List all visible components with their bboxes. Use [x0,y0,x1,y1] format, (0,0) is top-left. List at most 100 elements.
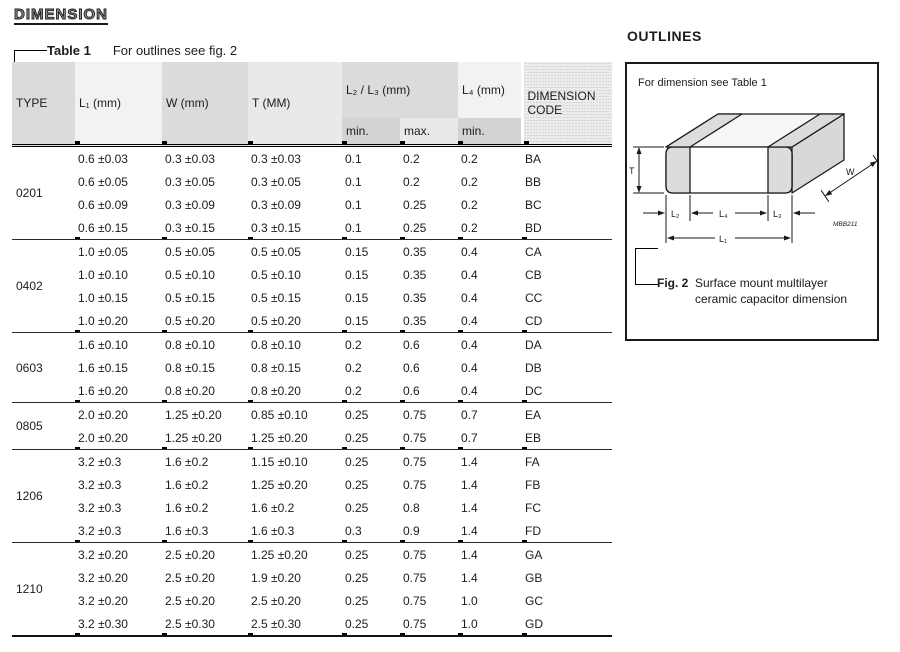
header-l4: L₄ (mm) [458,62,522,118]
cell-code: DC [522,379,612,403]
figure-caption-bracket [635,248,658,285]
cell-l1: 0.6 ±0.05 [75,170,162,193]
cell-w: 0.5 ±0.10 [162,263,248,286]
table-row: 1.0 ±0.10 0.5 ±0.10 0.5 ±0.10 0.15 0.35 0.4 CB [12,263,612,286]
cell-min1: 0.25 [342,589,400,612]
cell-code: FA [522,449,612,473]
cell-t: 1.15 ±0.10 [248,449,342,473]
table-row: 2.0 ±0.20 1.25 ±0.20 1.25 ±0.20 0.25 0.75 0.7… [12,426,612,450]
cell-t: 0.5 ±0.10 [248,263,342,286]
table-row: 1.0 ±0.20 0.5 ±0.20 0.5 ±0.20 0.15 0.35 0.4 CD [12,309,612,333]
drawing-code: MBB211 [833,221,858,228]
cell-w: 2.5 ±0.30 [162,612,248,637]
cell-min1: 0.15 [342,263,400,286]
cell-l1: 0.6 ±0.09 [75,193,162,216]
type-cell: 1206 [12,449,75,543]
table-row: 0.6 ±0.09 0.3 ±0.09 0.3 ±0.09 0.1 0.25 0.2 BC [12,193,612,216]
cell-min2: 0.4 [458,286,522,309]
cell-max: 0.2 [400,145,458,170]
cell-l1: 0.6 ±0.03 [75,145,162,170]
table-row: 0603 1.6 ±0.10 0.8 ±0.10 0.8 ±0.10 0.2 0.6 0.4… [12,332,612,403]
cell-min2: 0.4 [458,332,522,356]
table-row: 3.2 ±0.30 2.5 ±0.30 2.5 ±0.30 0.25 0.75 1.0 GD [12,612,612,637]
cell-min1: 0.15 [342,309,400,333]
cell-max: 0.35 [400,309,458,333]
cell-t: 1.25 ±0.20 [248,473,342,496]
type-cell: 0805 [12,402,75,450]
cell-min2: 0.7 [458,402,522,426]
cell-min1: 0.15 [342,239,400,263]
header-l4-min: min. [458,118,522,147]
cell-w: 0.3 ±0.09 [162,193,248,216]
cell-max: 0.75 [400,449,458,473]
cell-min1: 0.25 [342,542,400,566]
header-l2l3-min: min. [342,118,400,147]
cell-min2: 0.2 [458,145,522,170]
cell-t: 0.8 ±0.20 [248,379,342,403]
cell-code: FD [522,519,612,543]
cell-t: 0.3 ±0.05 [248,170,342,193]
cell-w: 1.25 ±0.20 [162,402,248,426]
cell-w: 0.3 ±0.05 [162,170,248,193]
figure-caption-line2: ceramic capacitor dimension [695,292,848,307]
cell-l1: 1.0 ±0.05 [75,239,162,263]
cell-min2: 1.0 [458,612,522,637]
cell-w: 1.25 ±0.20 [162,426,248,450]
cell-l1: 3.2 ±0.20 [75,542,162,566]
cell-w: 0.8 ±0.10 [162,332,248,356]
cell-l1: 3.2 ±0.3 [75,519,162,543]
cell-l1: 3.2 ±0.20 [75,589,162,612]
cell-l1: 0.6 ±0.15 [75,216,162,240]
chip-right-termination-top [767,113,845,148]
header-l2l3-max: max. [400,118,458,147]
cell-code: BC [522,193,612,216]
cell-min2: 0.4 [458,263,522,286]
table-row: 1.0 ±0.15 0.5 ±0.15 0.5 ±0.15 0.15 0.35 0.4 CC [12,286,612,309]
cell-l1: 2.0 ±0.20 [75,426,162,450]
table-row: 1.6 ±0.20 0.8 ±0.20 0.8 ±0.20 0.2 0.6 0.4 DC [12,379,612,403]
table-row: 0201 0.6 ±0.03 0.3 ±0.03 0.3 ±0.03 0.1 0.2 0.2… [12,145,612,240]
cell-max: 0.35 [400,286,458,309]
table-row: 1210 3.2 ±0.20 2.5 ±0.20 1.25 ±0.20 0.25 0.75… [12,542,612,637]
cell-code: BB [522,170,612,193]
cell-l1: 1.0 ±0.10 [75,263,162,286]
cell-max: 0.75 [400,612,458,637]
cell-max: 0.75 [400,542,458,566]
header-type: TYPE [12,62,75,147]
cell-t: 1.25 ±0.20 [248,426,342,450]
cell-w: 2.5 ±0.20 [162,566,248,589]
figure-caption-text: Surface mount multilayer ceramic capacit… [695,275,847,307]
cell-code: BA [522,145,612,170]
cell-max: 0.35 [400,239,458,263]
table-row: 0805 2.0 ±0.20 1.25 ±0.20 0.85 ±0.10 0.25 0.7… [12,402,612,450]
cell-t: 0.85 ±0.10 [248,402,342,426]
cell-min1: 0.2 [342,332,400,356]
cell-min2: 0.4 [458,379,522,403]
cell-code: DB [522,356,612,379]
cell-min2: 0.2 [458,170,522,193]
cell-l1: 3.2 ±0.3 [75,449,162,473]
cell-min1: 0.25 [342,566,400,589]
label-W: W [846,167,855,177]
table-row: 3.2 ±0.3 1.6 ±0.2 1.25 ±0.20 0.25 0.75 1.4 FB [12,473,612,496]
figure-box: For dimension see Table 1 [625,62,879,341]
cell-code: EA [522,402,612,426]
cell-code: CC [522,286,612,309]
cell-t: 1.6 ±0.3 [248,519,342,543]
cell-t: 0.5 ±0.20 [248,309,342,333]
table-row: 3.2 ±0.3 1.6 ±0.3 1.6 ±0.3 0.3 0.9 1.4 FD [12,519,612,543]
cell-t: 1.25 ±0.20 [248,542,342,566]
label-L2: L₂ [671,209,680,219]
cell-max: 0.9 [400,519,458,543]
cell-l1: 3.2 ±0.30 [75,612,162,637]
table-row: 3.2 ±0.20 2.5 ±0.20 1.9 ±0.20 0.25 0.75 1.4 GB [12,566,612,589]
cell-code: GA [522,542,612,566]
cell-w: 1.6 ±0.2 [162,496,248,519]
cell-code: GC [522,589,612,612]
figure-caption-label: Fig. 2 [657,276,689,290]
cell-l1: 1.0 ±0.15 [75,286,162,309]
cell-max: 0.25 [400,193,458,216]
cell-min1: 0.25 [342,612,400,637]
cell-min2: 0.2 [458,216,522,240]
cell-max: 0.35 [400,263,458,286]
